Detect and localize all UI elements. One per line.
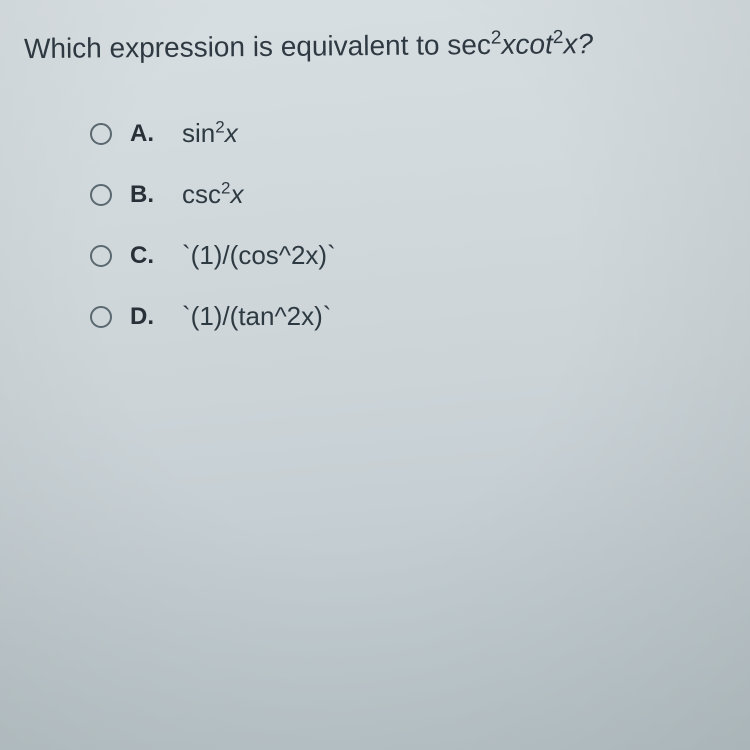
letter-c: C. [130, 242, 182, 270]
question-prefix: Which expression is equivalent to [24, 29, 448, 64]
sup-b: 2 [553, 27, 564, 48]
expr-xq: x? [563, 28, 593, 59]
option-c[interactable]: C. `(1)/(cos^2x)` [90, 240, 730, 271]
radio-a[interactable] [90, 123, 112, 145]
expr-xcot: xcot [501, 28, 553, 59]
option-d[interactable]: D. `(1)/(tan^2x)` [90, 301, 730, 332]
answer-c: `(1)/(cos^2x)` [182, 240, 336, 271]
option-a[interactable]: A. sin2x [90, 118, 730, 149]
letter-b: B. [130, 181, 182, 209]
radio-d[interactable] [90, 306, 112, 328]
answer-d: `(1)/(tan^2x)` [182, 301, 331, 332]
letter-d: D. [130, 303, 182, 331]
options-list: A. sin2x B. csc2x C. `(1)/(cos^2x)` D. `… [24, 118, 730, 332]
answer-a: sin2x [182, 118, 238, 149]
photo-vignette [0, 0, 750, 750]
radio-c[interactable] [90, 245, 112, 267]
expr-sec: sec [447, 29, 491, 60]
question-text: Which expression is equivalent to sec 2xc… [24, 25, 730, 68]
answer-b: csc2x [182, 179, 243, 210]
option-b[interactable]: B. csc2x [90, 179, 730, 210]
radio-b[interactable] [90, 184, 112, 206]
letter-a: A. [130, 120, 182, 148]
